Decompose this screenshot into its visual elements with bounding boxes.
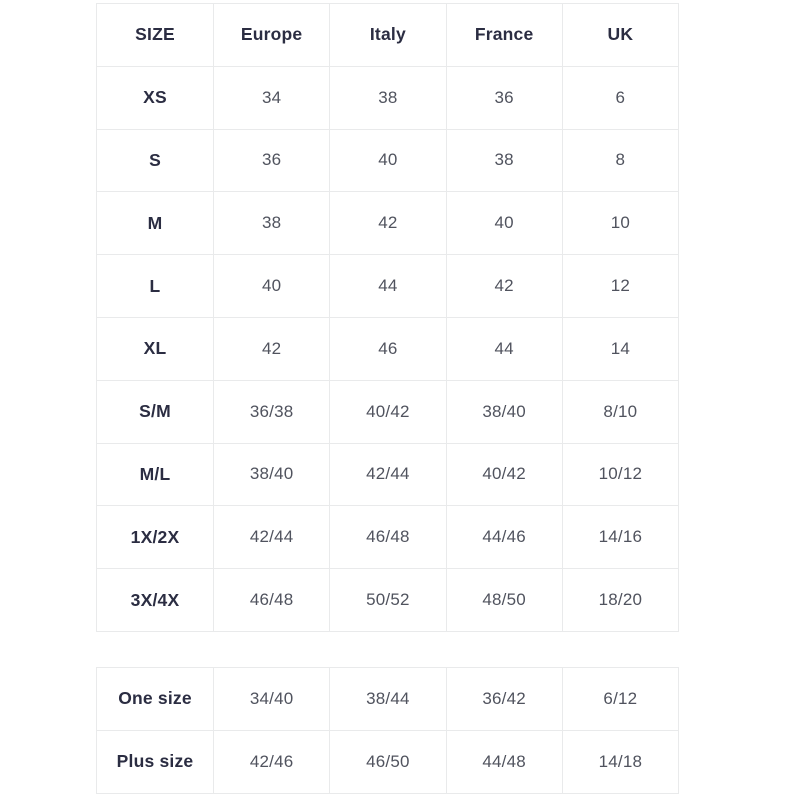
row-label: 1X/2X xyxy=(96,505,214,570)
cell-italy: 42/44 xyxy=(329,442,447,507)
column-header-italy: Italy xyxy=(329,3,447,67)
cell-france: 38/40 xyxy=(445,379,563,444)
cell-italy: 42 xyxy=(329,191,447,256)
row-label: S/M xyxy=(96,379,214,444)
cell-france: 44/46 xyxy=(445,505,563,570)
cell-europe: 42/44 xyxy=(212,505,331,570)
cell-italy: 40/42 xyxy=(329,379,447,444)
cell-uk: 10/12 xyxy=(561,442,680,507)
cell-italy: 40 xyxy=(329,128,447,193)
table-row: XS 34 38 36 6 xyxy=(96,65,680,130)
table-body: XS 34 38 36 6 S 36 40 38 8 M 38 42 40 10 xyxy=(96,65,680,632)
cell-italy: 38/44 xyxy=(329,667,447,731)
table-row: One size 34/40 38/44 36/42 6/12 xyxy=(96,667,680,731)
row-label: M xyxy=(96,191,214,256)
cell-uk: 14/16 xyxy=(561,505,680,570)
cell-uk: 14 xyxy=(561,316,680,381)
row-label: 3X/4X xyxy=(96,568,214,632)
cell-europe: 42/46 xyxy=(212,729,331,794)
cell-uk: 10 xyxy=(561,191,680,256)
cell-france: 42 xyxy=(445,254,563,318)
cell-france: 36/42 xyxy=(445,667,563,731)
cell-uk: 8/10 xyxy=(561,379,680,444)
cell-europe: 36/38 xyxy=(212,379,331,444)
cell-italy: 50/52 xyxy=(329,568,447,632)
row-label-one-size: One size xyxy=(96,667,214,731)
table-header: SIZE Europe Italy France UK xyxy=(96,3,680,67)
table-row: M/L 38/40 42/44 40/42 10/12 xyxy=(96,442,680,507)
cell-europe: 42 xyxy=(212,316,331,381)
column-header-france: France xyxy=(445,3,563,67)
cell-uk: 18/20 xyxy=(561,568,680,632)
cell-europe: 38/40 xyxy=(212,442,331,507)
cell-europe: 46/48 xyxy=(212,568,331,632)
table-header-row: SIZE Europe Italy France UK xyxy=(96,3,680,67)
cell-europe: 40 xyxy=(212,254,331,318)
cell-france: 44/48 xyxy=(445,729,563,794)
table-row: 3X/4X 46/48 50/52 48/50 18/20 xyxy=(96,568,680,632)
row-label: M/L xyxy=(96,442,214,507)
row-label: L xyxy=(96,254,214,318)
cell-europe: 34/40 xyxy=(212,667,331,731)
cell-uk: 6 xyxy=(561,65,680,130)
table-row: S/M 36/38 40/42 38/40 8/10 xyxy=(96,379,680,444)
cell-france: 36 xyxy=(445,65,563,130)
cell-europe: 36 xyxy=(212,128,331,193)
column-header-europe: Europe xyxy=(212,3,331,67)
cell-uk: 12 xyxy=(561,254,680,318)
table-row: 1X/2X 42/44 46/48 44/46 14/16 xyxy=(96,505,680,570)
standard-size-conversion-table: SIZE Europe Italy France UK XS 34 38 36 … xyxy=(96,3,680,632)
cell-uk: 14/18 xyxy=(561,729,680,794)
cell-italy: 44 xyxy=(329,254,447,318)
cell-france: 38 xyxy=(445,128,563,193)
cell-italy: 46/50 xyxy=(329,729,447,794)
cell-uk: 6/12 xyxy=(561,667,680,731)
column-header-uk: UK xyxy=(561,3,680,67)
row-label: XL xyxy=(96,316,214,381)
cell-uk: 8 xyxy=(561,128,680,193)
cell-europe: 34 xyxy=(212,65,331,130)
cell-france: 48/50 xyxy=(445,568,563,632)
cell-france: 44 xyxy=(445,316,563,381)
cell-italy: 46 xyxy=(329,316,447,381)
row-label-plus-size: Plus size xyxy=(96,729,214,794)
cell-italy: 46/48 xyxy=(329,505,447,570)
column-header-size: SIZE xyxy=(96,3,214,67)
table-row: L 40 44 42 12 xyxy=(96,254,680,318)
table-body: One size 34/40 38/44 36/42 6/12 Plus siz… xyxy=(96,667,680,794)
table-row: XL 42 46 44 14 xyxy=(96,316,680,381)
one-size-conversion-table: One size 34/40 38/44 36/42 6/12 Plus siz… xyxy=(96,667,680,794)
cell-france: 40/42 xyxy=(445,442,563,507)
cell-europe: 38 xyxy=(212,191,331,256)
cell-france: 40 xyxy=(445,191,563,256)
table-row: S 36 40 38 8 xyxy=(96,128,680,193)
row-label: S xyxy=(96,128,214,193)
table-row: M 38 42 40 10 xyxy=(96,191,680,256)
table-row: Plus size 42/46 46/50 44/48 14/18 xyxy=(96,729,680,794)
cell-italy: 38 xyxy=(329,65,447,130)
row-label: XS xyxy=(96,65,214,130)
